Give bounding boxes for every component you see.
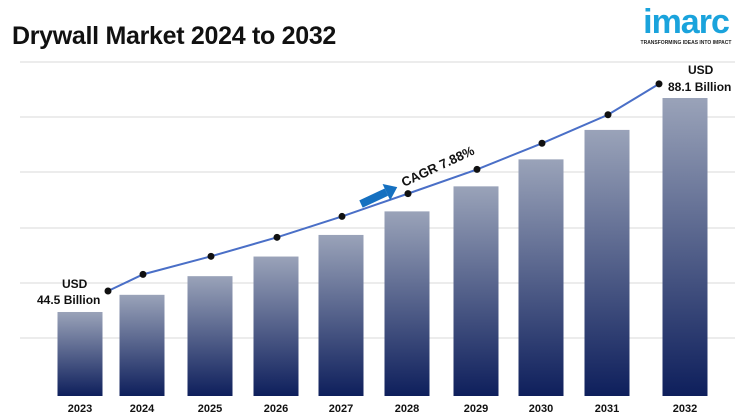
start-annotation-value: 44.5 Billion [37,293,100,307]
trend-point-2025 [207,252,215,260]
imarc-logo: imarc TRANSFORMING IDEAS INTO IMPACT [636,4,736,46]
chart-title: Drywall Market 2024 to 2032 [12,22,337,50]
x-tick-label: 2028 [395,403,419,415]
bar-2024 [119,294,165,396]
x-tick-label: 2031 [595,403,619,415]
trend-point-2031 [604,111,612,119]
trend-point-2027 [338,212,346,220]
trend-point-2024 [139,270,147,278]
x-tick-label: 2023 [68,403,92,415]
bar-2029 [453,186,499,396]
trend-point-2026 [273,233,281,241]
trend-point-2032 [655,80,663,88]
bar-2028 [384,211,430,396]
bar-2027 [318,234,364,396]
bar-2031 [584,129,630,396]
trend-point-2023 [104,287,112,295]
x-tick-label: 2027 [329,403,353,415]
x-tick-label: 2029 [464,403,488,415]
bar-2032 [662,98,708,397]
x-tick-label: 2024 [130,403,155,415]
trend-point-2029 [473,165,481,173]
end-annotation-usd: USD [688,63,714,77]
x-tick-label: 2026 [264,403,288,415]
bar-2026 [253,256,299,396]
start-annotation-usd: USD [62,277,88,291]
x-tick-label: 2025 [198,403,222,415]
logo-tagline: TRANSFORMING IDEAS INTO IMPACT [640,40,732,46]
logo-word: imarc [643,3,730,41]
x-tick-label: 2030 [529,403,553,415]
trend-line [107,83,660,292]
bar-2023 [57,311,103,396]
trend-point-2030 [538,139,546,147]
bar-2030 [518,159,564,396]
bar-2025 [187,276,233,396]
trend-point-2028 [404,190,412,198]
cagr-arrow-icon [359,184,398,208]
x-tick-label: 2032 [673,403,697,415]
end-annotation-value: 88.1 Billion [668,80,731,94]
